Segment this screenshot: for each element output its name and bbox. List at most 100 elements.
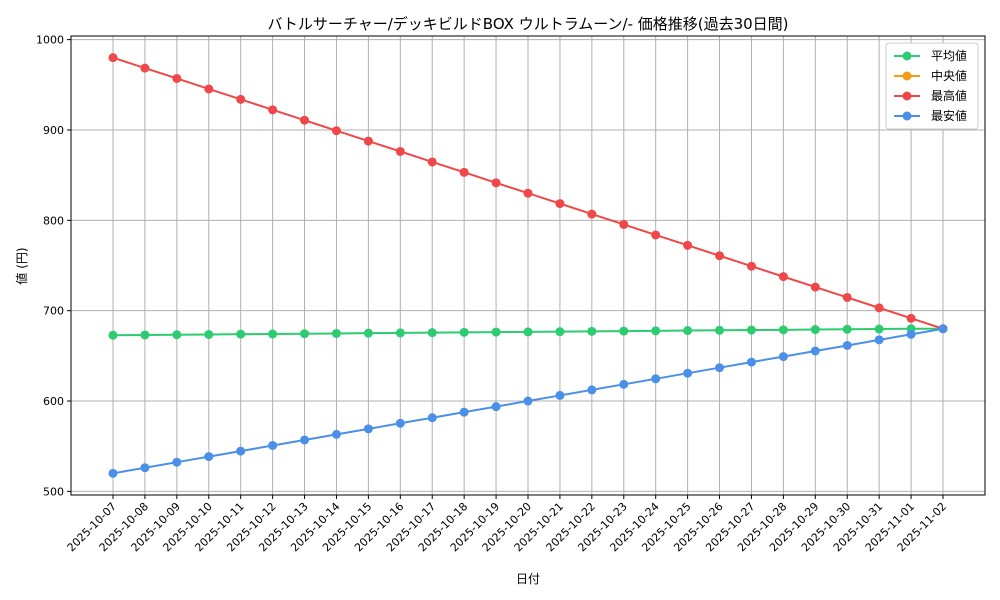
data-point-0 bbox=[683, 326, 693, 336]
data-point-3 bbox=[874, 335, 884, 345]
data-point-0 bbox=[236, 329, 246, 339]
data-point-2 bbox=[427, 157, 437, 167]
y-tick-label: 600 bbox=[43, 395, 64, 408]
data-point-2 bbox=[363, 136, 373, 146]
data-point-2 bbox=[236, 94, 246, 104]
data-point-0 bbox=[459, 327, 469, 337]
data-point-3 bbox=[172, 457, 182, 467]
data-point-2 bbox=[683, 240, 693, 250]
y-tick-label: 1000 bbox=[36, 34, 64, 47]
data-point-3 bbox=[715, 363, 725, 373]
data-point-3 bbox=[331, 429, 341, 439]
legend-entry: 平均値 bbox=[931, 48, 967, 63]
data-point-0 bbox=[491, 327, 501, 337]
data-point-3 bbox=[619, 379, 629, 389]
data-point-3 bbox=[778, 352, 788, 362]
chart-title: バトルサーチャー/デッキビルドBOX ウルトラムーン/- 価格推移(過去30日間… bbox=[267, 15, 788, 33]
data-point-2 bbox=[619, 219, 629, 229]
data-point-3 bbox=[491, 402, 501, 412]
data-point-0 bbox=[108, 330, 118, 340]
data-point-0 bbox=[300, 329, 310, 339]
data-point-3 bbox=[236, 446, 246, 456]
data-point-0 bbox=[746, 325, 756, 335]
data-point-0 bbox=[810, 325, 820, 335]
data-point-3 bbox=[683, 368, 693, 378]
data-point-3 bbox=[906, 329, 916, 339]
y-axis-label: 値 (円) bbox=[14, 247, 29, 284]
data-point-2 bbox=[300, 115, 310, 125]
data-point-3 bbox=[140, 463, 150, 473]
data-point-2 bbox=[810, 282, 820, 292]
legend-marker bbox=[902, 91, 912, 101]
data-point-3 bbox=[810, 346, 820, 356]
data-point-0 bbox=[172, 330, 182, 340]
data-point-0 bbox=[363, 328, 373, 338]
data-point-2 bbox=[746, 261, 756, 271]
data-point-2 bbox=[459, 167, 469, 177]
data-point-3 bbox=[555, 390, 565, 400]
data-point-2 bbox=[268, 105, 278, 115]
data-point-0 bbox=[427, 328, 437, 338]
data-point-2 bbox=[778, 272, 788, 282]
data-point-0 bbox=[204, 329, 214, 339]
data-point-0 bbox=[523, 327, 533, 337]
data-point-0 bbox=[874, 324, 884, 334]
y-tick-label: 900 bbox=[43, 124, 64, 137]
data-point-0 bbox=[395, 328, 405, 338]
legend-marker bbox=[902, 71, 912, 81]
data-point-3 bbox=[300, 435, 310, 445]
data-point-0 bbox=[140, 330, 150, 340]
data-point-2 bbox=[874, 303, 884, 313]
data-point-3 bbox=[587, 385, 597, 395]
series-layer bbox=[108, 53, 948, 478]
data-point-2 bbox=[331, 126, 341, 136]
data-point-3 bbox=[108, 468, 118, 478]
data-point-2 bbox=[555, 199, 565, 209]
legend-marker bbox=[902, 111, 912, 121]
data-point-3 bbox=[459, 407, 469, 417]
y-tick-label: 800 bbox=[43, 214, 64, 227]
data-point-3 bbox=[746, 357, 756, 367]
data-point-0 bbox=[331, 328, 341, 338]
data-point-0 bbox=[842, 324, 852, 334]
data-point-2 bbox=[715, 251, 725, 261]
data-point-3 bbox=[395, 418, 405, 428]
y-axis: 500 600 700 800 900 1000 bbox=[36, 34, 71, 498]
legend-marker bbox=[902, 51, 912, 61]
legend-entry: 最高値 bbox=[931, 88, 967, 103]
legend-entry: 最安値 bbox=[931, 108, 967, 123]
data-point-3 bbox=[204, 452, 214, 462]
y-tick-label: 500 bbox=[43, 485, 64, 498]
data-point-2 bbox=[587, 209, 597, 219]
data-point-3 bbox=[842, 340, 852, 350]
legend-box bbox=[885, 42, 979, 130]
data-point-2 bbox=[651, 230, 661, 240]
y-tick-label: 700 bbox=[43, 305, 64, 318]
x-axis-label: 日付 bbox=[516, 572, 540, 586]
data-point-3 bbox=[938, 324, 948, 334]
data-point-3 bbox=[268, 440, 278, 450]
data-point-2 bbox=[906, 313, 916, 323]
data-point-3 bbox=[651, 374, 661, 384]
legend-entry: 中央値 bbox=[931, 68, 967, 83]
data-point-0 bbox=[268, 329, 278, 339]
data-point-2 bbox=[108, 53, 118, 63]
data-point-0 bbox=[555, 327, 565, 337]
data-point-0 bbox=[778, 325, 788, 335]
data-point-3 bbox=[363, 424, 373, 434]
data-point-0 bbox=[651, 326, 661, 336]
data-point-3 bbox=[523, 396, 533, 406]
data-point-0 bbox=[619, 326, 629, 336]
data-point-2 bbox=[523, 188, 533, 198]
data-point-2 bbox=[204, 84, 214, 94]
data-point-2 bbox=[172, 73, 182, 83]
data-point-2 bbox=[491, 178, 501, 188]
data-point-0 bbox=[587, 326, 597, 336]
data-point-3 bbox=[427, 413, 437, 423]
data-point-2 bbox=[140, 63, 150, 73]
data-point-2 bbox=[395, 146, 405, 156]
data-point-2 bbox=[842, 292, 852, 302]
